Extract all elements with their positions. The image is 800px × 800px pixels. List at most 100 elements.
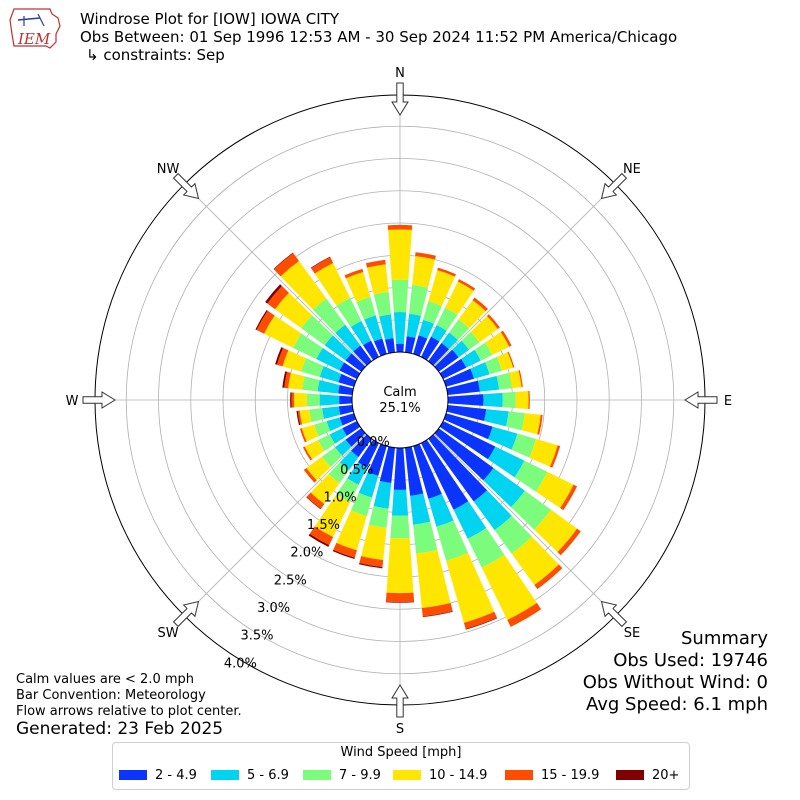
windrose-bar-segment	[485, 356, 502, 375]
legend-item: 7 - 9.9	[303, 767, 381, 783]
windrose-bar-segment	[310, 473, 340, 505]
windrose-bar-segment	[502, 391, 516, 409]
windrose-bar-segment	[515, 391, 529, 409]
windrose-bar-segment	[405, 336, 416, 354]
iem-logo: IEM	[9, 8, 61, 49]
windrose-bar-segment	[481, 554, 537, 620]
windrose-bar-segment	[518, 370, 523, 388]
windrose-bar-segment	[282, 350, 307, 372]
windrose-bar-segment	[446, 552, 495, 623]
windrose-bar-segment	[443, 413, 493, 440]
windrose-bar-segment	[443, 368, 475, 387]
direction-arrow	[172, 600, 200, 628]
windrose-bar-segment	[356, 296, 376, 320]
windrose-bar-segment	[536, 471, 574, 508]
windrose-bar-segment	[345, 272, 371, 302]
bar-convention-note: Bar Convention: Meteorology	[16, 688, 206, 703]
windrose-bar-segment	[329, 428, 347, 444]
windrose-bar-segment	[299, 409, 312, 425]
windrose-bar-segment	[428, 342, 450, 366]
windrose-bar-segment	[324, 335, 352, 361]
windrose-bar-segment	[446, 405, 487, 421]
windrose-bar-segment	[470, 316, 498, 343]
constraints-label: ↳ constraints: Sep	[86, 46, 225, 64]
summary-obs-used: Obs Used: 19746	[613, 650, 768, 671]
windrose-bar-segment	[413, 335, 428, 357]
windrose-bar-segment	[306, 456, 331, 481]
windrose-bar-segment	[529, 439, 558, 467]
windrose-bar-segment	[363, 340, 379, 361]
radial-tick-label: 1.5%	[307, 518, 340, 533]
windrose-bar-segment	[309, 526, 334, 546]
windrose-bar-segment	[511, 433, 537, 458]
windrose-bars	[255, 224, 581, 630]
windrose-bar-segment	[373, 338, 387, 357]
windrose-bar-segment	[387, 224, 413, 230]
windrose-bar-segment	[500, 330, 512, 347]
summary-avg-speed: Avg Speed: 6.1 mph	[586, 694, 768, 715]
direction-label-e: E	[724, 394, 732, 409]
direction-arrow	[600, 600, 628, 628]
legend-swatch	[393, 770, 421, 780]
windrose-bar-segment	[445, 281, 474, 315]
windrose-bar-segment	[326, 417, 343, 432]
windrose-bar-segment	[344, 268, 364, 279]
windrose-bar-segment	[318, 434, 336, 452]
wind-speed-legend: Wind Speed [mph] 2 - 4.9 5 - 6.9 7 - 9.9 10…	[112, 742, 690, 790]
windrose-bar-segment	[353, 345, 372, 366]
radial-tick-label: 1.0%	[324, 490, 357, 505]
windrose-bar-segment	[488, 426, 518, 450]
calm-label: Calm	[383, 385, 416, 400]
windrose-bar-segment	[557, 528, 581, 556]
angular-grid-line	[433, 184, 616, 367]
legend-label: 10 - 14.9	[429, 767, 488, 783]
windrose-bar-segment	[282, 371, 288, 388]
radial-tick-label: 3.0%	[257, 601, 290, 616]
calm-circle	[351, 351, 449, 449]
radial-tick-label: 2.0%	[290, 546, 323, 561]
windrose-bar-segment	[319, 366, 342, 383]
radial-tick-label: 4.0%	[224, 656, 257, 671]
windrose-bar-segment	[273, 252, 294, 270]
windrose-bar-segment	[452, 340, 470, 358]
windrose-bar-segment	[439, 421, 496, 460]
windrose-bar-segment	[506, 411, 525, 431]
legend-item: 5 - 6.9	[211, 767, 289, 783]
windrose-bar-segment	[306, 492, 325, 509]
windrose-bar-segment	[358, 472, 379, 498]
windrose-bar-segment	[461, 331, 480, 350]
windrose-bar-segment	[485, 332, 510, 355]
windrose-bar-segment	[332, 549, 355, 559]
windrose-bar-segment	[436, 307, 458, 331]
windrose-bar-segment	[549, 445, 561, 468]
legend-label: 5 - 6.9	[247, 767, 289, 783]
windrose-bar-segment	[423, 301, 442, 324]
windrose-bar-segment	[379, 314, 394, 340]
radial-tick-label: 0.5%	[340, 463, 373, 478]
windrose-bar-segment	[511, 536, 559, 585]
windrose-bar-segment	[338, 405, 354, 415]
windrose-bar-segment	[350, 320, 372, 346]
windrose-bar-segment	[280, 260, 327, 310]
legend-items: 2 - 4.9 5 - 6.9 7 - 9.9 10 - 14.9 15 - 19.9 2…	[113, 767, 689, 783]
windrose-bar-segment	[418, 319, 434, 339]
windrose-bar-segment	[528, 390, 530, 410]
windrose-bar-segment	[560, 484, 578, 511]
windrose-bar-segment	[453, 501, 487, 539]
legend-item: 15 - 19.9	[505, 767, 599, 783]
windrose-bar-segment	[477, 375, 500, 392]
windrose-bar-segment	[275, 292, 313, 329]
windrose-bar-segment	[338, 373, 357, 387]
windrose-bar-segment	[293, 333, 323, 360]
windrose-bar-segment	[299, 428, 307, 443]
windrose-bar-segment	[373, 480, 392, 509]
windrose-bar-segment	[301, 315, 333, 346]
windrose-bar-segment	[276, 347, 289, 367]
windrose-bar-segment	[473, 490, 512, 531]
legend-label: 2 - 4.9	[155, 767, 197, 783]
windrose-bar-segment	[391, 279, 409, 313]
windrose-bar-segment	[311, 257, 334, 274]
windrose-bar-segment	[301, 424, 319, 442]
radial-tick-label: 3.5%	[240, 629, 273, 644]
windrose-bar-segment	[428, 434, 488, 502]
